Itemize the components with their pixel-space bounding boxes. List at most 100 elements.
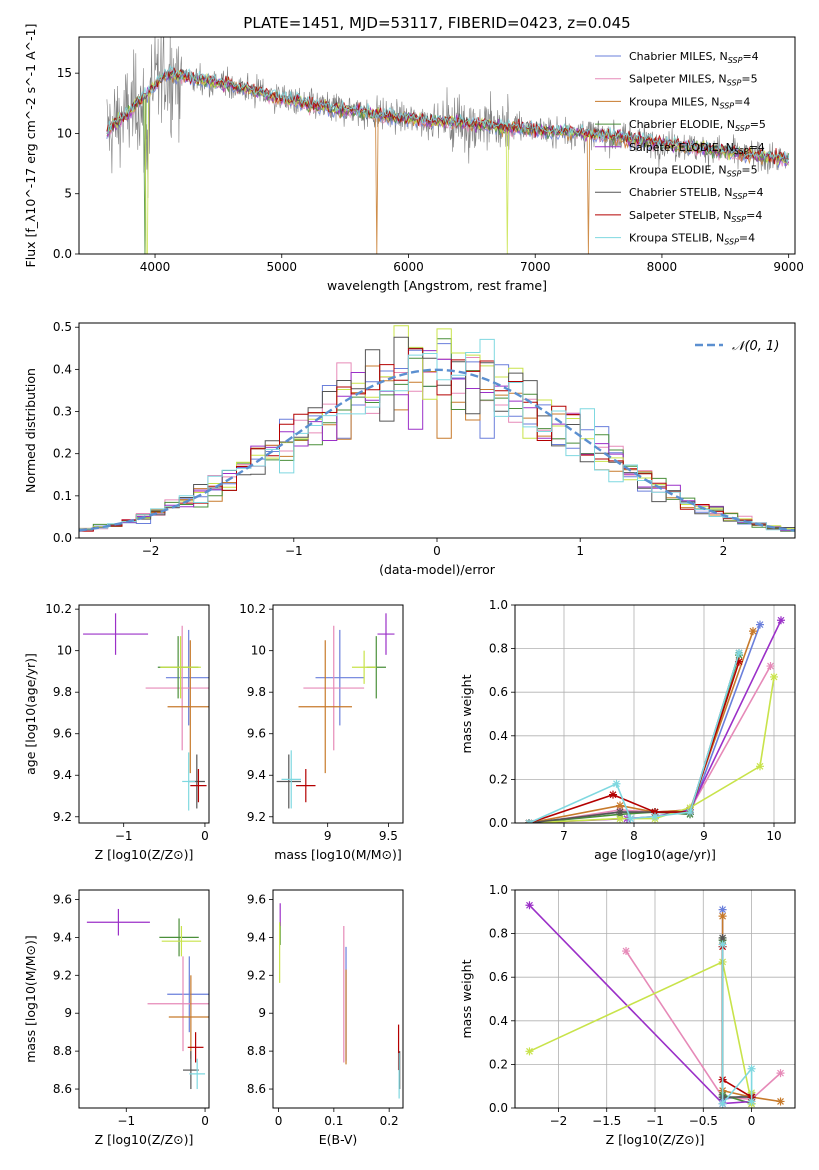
x-tick-label: 0 [201, 829, 209, 843]
mass-weight-line [528, 676, 775, 823]
y-tick-label: 9.2 [247, 968, 266, 982]
x-tick-label: 4000 [140, 260, 171, 274]
axes-frame [78, 36, 796, 255]
x-tick-label: 9 [700, 829, 708, 843]
y-tick-label: 10 [57, 126, 72, 140]
mass-weight-marker [770, 672, 778, 681]
x-axis-label: E(B-V) [319, 1132, 358, 1147]
axes-mass-age: 9 9.5 9.2 9.4 9.6 9.8 10 10.2 mass [log10(M/M⊙)] [239, 602, 404, 862]
y-tick-label: 0.8 [489, 642, 508, 656]
figure-title: PLATE=1451, MJD=53117, FIBERID=0423, z=0… [243, 14, 630, 32]
x-tick-label: 0 [201, 1114, 209, 1128]
x-tick-label: −0.5 [689, 1114, 718, 1128]
legend-label: Kroupa ELODIE, NSSP=5 [629, 164, 758, 179]
y-tick-label: 9.2 [53, 968, 72, 982]
x-axis-label: Z [log10(Z/Z⊙)] [95, 847, 194, 862]
axes-frame [78, 604, 210, 824]
legend-label: Salpeter STELIB, NSSP=4 [629, 209, 762, 224]
legend-label: 𝒩(0, 1) [732, 339, 779, 354]
x-tick-label: 0 [275, 1114, 283, 1128]
legend-label: Chabrier MILES, NSSP=4 [629, 50, 759, 65]
y-tick-label: 0.4 [53, 362, 72, 376]
mass-weight-marker [616, 801, 624, 810]
y-tick-label: 0.6 [489, 685, 508, 699]
x-tick-label: −1 [646, 1114, 664, 1128]
mass-weight-marker [776, 1097, 785, 1106]
x-axis-label: (data-model)/error [379, 562, 496, 577]
mass-weight-marker [735, 657, 743, 666]
mass-weight-marker [651, 812, 659, 821]
x-tick-label: −2 [550, 1114, 568, 1128]
axes-frame [514, 889, 796, 1109]
plot-area-z-age [83, 613, 209, 811]
x-tick-label: −1 [285, 544, 303, 558]
mass-weight-marker [756, 620, 764, 629]
x-tick-label: 0 [748, 1114, 756, 1128]
y-tick-label: 9.4 [247, 768, 266, 782]
y-tick-label: 9.2 [247, 810, 266, 824]
y-tick-label: 9.4 [53, 768, 72, 782]
mass-weight-line [721, 909, 753, 1101]
x-axis-label: age [log10(age/yr)] [594, 847, 716, 862]
x-tick-label: 7 [560, 829, 568, 843]
y-tick-label: 1.0 [489, 883, 508, 897]
x-tick-label: 7000 [520, 260, 551, 274]
x-tick-label: 10 [766, 829, 781, 843]
mass-weight-marker [718, 1099, 727, 1108]
y-axis-label: mass [log10(M/M⊙)] [23, 935, 38, 1063]
x-tick-label: 0.1 [324, 1114, 343, 1128]
legend-label: Salpeter ELODIE, NSSP=4 [629, 141, 765, 156]
plot-area-weight-age [515, 605, 795, 823]
mass-weight-line [528, 619, 782, 823]
mass-weight-marker [735, 648, 743, 657]
x-tick-label: 9000 [773, 260, 804, 274]
y-tick-label: 0.2 [53, 447, 72, 461]
x-axis-label: Z [log10(Z/Z⊙)] [95, 1132, 194, 1147]
x-axis-label: Z [log10(Z/Z⊙)] [606, 1132, 705, 1147]
y-tick-label: 10 [57, 644, 72, 658]
mass-weight-marker [616, 808, 624, 817]
mass-weight-marker [747, 1097, 756, 1106]
x-tick-label: 6000 [393, 260, 424, 274]
y-tick-label: 9.4 [247, 930, 266, 944]
mass-weight-marker [626, 814, 635, 823]
y-tick-label: 9.4 [53, 930, 72, 944]
y-tick-label: 0.4 [489, 729, 508, 743]
y-tick-label: 10 [251, 644, 266, 658]
y-tick-label: 9 [64, 1006, 72, 1020]
x-tick-label: 2 [720, 544, 728, 558]
x-tick-label: 0 [433, 544, 441, 558]
mass-weight-line [721, 944, 753, 1106]
plot-area-ebv-mass [279, 903, 401, 1099]
y-tick-label: 8.6 [247, 1082, 266, 1096]
x-tick-label: −1 [117, 1114, 135, 1128]
x-tick-label: −1.5 [592, 1114, 621, 1128]
mass-weight-marker [609, 790, 617, 799]
y-axis-label: Normed distribution [23, 368, 38, 493]
mass-weight-marker [756, 762, 764, 771]
mass-weight-marker [525, 901, 534, 910]
x-tick-label: −2 [142, 544, 160, 558]
y-tick-label: 9 [258, 1006, 266, 1020]
axes-frame [78, 322, 796, 539]
y-tick-label: 0.1 [53, 489, 72, 503]
y-tick-label: 15 [57, 66, 72, 80]
y-tick-label: 9.8 [53, 685, 72, 699]
residual-histogram [79, 365, 795, 531]
residual-histogram [79, 338, 795, 531]
y-tick-label: 0.2 [489, 1057, 508, 1071]
mass-weight-marker [749, 627, 757, 636]
plot-area-mass-age [276, 613, 395, 809]
y-tick-label: 0.0 [489, 816, 508, 830]
axes-z-mass: −1 0 8.6 8.8 9 9.2 9.4 9.6 Z [log10(Z/Z⊙)] mass [… [23, 889, 210, 1147]
normal-curve [79, 368, 795, 532]
y-tick-label: 0.0 [53, 531, 72, 545]
y-tick-label: 0.6 [489, 970, 508, 984]
y-axis-label: mass weight [459, 674, 474, 753]
mass-weight-line [528, 630, 754, 823]
legend-label: Salpeter MILES, NSSP=5 [629, 73, 758, 88]
mass-weight-marker [686, 808, 694, 817]
y-tick-label: 9.6 [53, 892, 72, 906]
x-tick-label: 9 [324, 829, 332, 843]
axes-z-age: −1 0 9.2 9.4 9.6 9.8 10 10.2 Z [log10(Z/Z⊙)] age … [23, 602, 210, 862]
